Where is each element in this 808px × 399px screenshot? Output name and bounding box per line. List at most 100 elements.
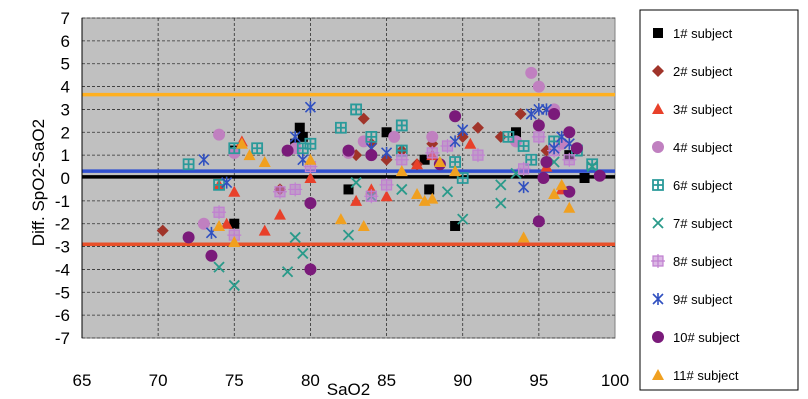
data-point — [272, 184, 287, 199]
data-point — [228, 236, 241, 247]
legend-marker — [651, 254, 665, 268]
x-axis-label: SaO2 — [327, 380, 370, 399]
data-point — [555, 178, 568, 190]
data-point — [532, 215, 545, 228]
data-point — [511, 127, 522, 138]
data-point — [562, 152, 577, 167]
legend-entry: 4# subject — [652, 140, 733, 155]
legend-box — [639, 9, 799, 391]
x-tick-label: 85 — [377, 371, 396, 390]
data-point — [525, 153, 538, 166]
y-tick-label: 4 — [61, 78, 70, 97]
y-tick-label: -1 — [55, 192, 70, 211]
legend-marker — [652, 293, 664, 305]
legend-marker — [652, 103, 664, 114]
data-point — [449, 135, 461, 148]
data-point — [304, 101, 316, 114]
data-point — [396, 183, 408, 196]
legend-label: 7# subject — [673, 216, 733, 231]
data-point — [548, 108, 561, 120]
legend-label: 9# subject — [673, 292, 733, 307]
data-point — [516, 161, 531, 176]
data-point — [457, 213, 469, 225]
legend-marker — [653, 28, 663, 38]
data-point — [537, 172, 550, 184]
legend: 1# subject 2# subject 3# subject 4# subject… — [639, 9, 799, 391]
data-point — [395, 119, 408, 132]
data-point — [449, 165, 462, 177]
data-point — [517, 231, 530, 243]
data-point — [297, 247, 309, 260]
data-point — [570, 142, 583, 155]
legend-label: 11# subject — [673, 368, 739, 383]
legend-label: 2# subject — [673, 64, 733, 79]
data-point — [357, 220, 370, 231]
legend-entry: 2# subject — [652, 64, 733, 79]
data-point — [294, 122, 305, 133]
data-point — [182, 158, 195, 171]
data-point — [342, 229, 355, 241]
legend-marker — [652, 141, 664, 153]
data-point — [532, 80, 545, 93]
data-point — [419, 154, 430, 165]
y-tick-label: -3 — [55, 238, 70, 257]
data-points — [156, 66, 606, 292]
data-point — [365, 149, 378, 162]
data-point — [470, 148, 485, 163]
data-point — [288, 182, 303, 197]
y-tick-label: -7 — [55, 329, 70, 348]
data-point — [289, 231, 301, 244]
data-point — [548, 142, 560, 155]
series-6 — [213, 156, 598, 292]
series-7 — [212, 129, 577, 243]
data-point — [243, 149, 256, 161]
data-point — [251, 142, 264, 155]
legend-marker — [652, 331, 664, 343]
data-point — [464, 137, 477, 149]
reference-lines — [81, 18, 615, 338]
data-point — [411, 158, 424, 170]
data-point — [586, 160, 598, 173]
data-point — [343, 184, 354, 195]
data-point — [197, 217, 210, 230]
data-point — [540, 156, 553, 168]
data-point — [297, 131, 308, 142]
x-tick-label: 100 — [601, 371, 629, 390]
data-point — [495, 179, 507, 191]
data-point — [449, 110, 462, 123]
data-point — [213, 261, 225, 273]
y-tick-labels: 7 6 5 4 3 2 1 0 -1 -2 -3 -4 -5 -6 -7 — [55, 9, 70, 348]
y-tick-label: 5 — [61, 55, 70, 74]
x-tick-label: 80 — [301, 371, 320, 390]
y-tick-label: 7 — [61, 9, 70, 28]
data-point — [198, 153, 210, 166]
x-tick-labels: 65 70 75 80 85 90 95 100 — [73, 371, 630, 390]
legend-label: 10# subject — [673, 330, 740, 345]
data-point — [220, 217, 233, 229]
data-point — [457, 124, 469, 136]
data-point — [381, 146, 393, 159]
y-tick-label: -4 — [55, 260, 70, 279]
data-point — [425, 145, 440, 160]
data-point — [441, 186, 454, 198]
y-tick-label: 3 — [61, 100, 70, 119]
data-point — [221, 176, 233, 189]
data-point — [304, 172, 317, 183]
data-point — [517, 140, 530, 152]
data-point — [258, 224, 271, 236]
y-tick-label: -5 — [55, 283, 70, 302]
data-point — [213, 178, 225, 191]
legend-entry: 6# subject — [652, 178, 733, 193]
data-point — [258, 156, 271, 167]
data-point — [394, 152, 409, 167]
x-tick-label: 70 — [149, 371, 168, 390]
data-point — [395, 165, 408, 177]
data-point — [525, 108, 537, 120]
legend-entry: 1# subject — [653, 26, 733, 41]
y-tick-label: 6 — [61, 32, 70, 51]
data-point — [426, 192, 439, 204]
data-point — [381, 127, 392, 138]
data-point — [411, 188, 424, 199]
series-1 — [229, 122, 590, 231]
data-point — [205, 249, 218, 262]
